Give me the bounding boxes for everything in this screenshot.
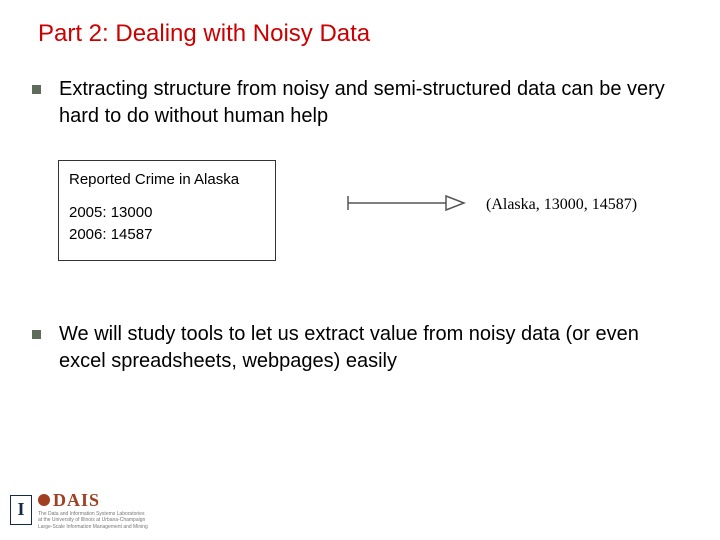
bullet-text-1: Extracting structure from noisy and semi… [59, 76, 690, 130]
bullet-item-1: Extracting structure from noisy and semi… [32, 76, 690, 130]
dais-dot-icon [38, 494, 50, 506]
square-bullet-icon [32, 330, 41, 339]
footer-logos: I DAIS The Data and Information Systems … [10, 490, 148, 531]
slide-container: Part 2: Dealing with Noisy Data Extracti… [0, 0, 720, 540]
example-diagram: Reported Crime in Alaska 2005: 13000 200… [58, 160, 690, 261]
box-line-1: 2005: 13000 [69, 202, 261, 224]
dais-label: DAIS [53, 490, 100, 511]
dais-subtitle-2: at the University of Illinois at Urbana-… [38, 518, 148, 524]
box-title: Reported Crime in Alaska [69, 171, 261, 188]
illinois-logo-icon: I [10, 495, 32, 525]
arrow-icon [346, 188, 466, 223]
input-data-box: Reported Crime in Alaska 2005: 13000 200… [58, 160, 276, 261]
bullet-text-2: We will study tools to let us extract va… [59, 321, 690, 375]
dais-logo: DAIS The Data and Information Systems La… [38, 490, 148, 531]
bullet-item-2: We will study tools to let us extract va… [32, 321, 690, 375]
square-bullet-icon [32, 85, 41, 94]
output-tuple: (Alaska, 13000, 14587) [486, 196, 637, 214]
box-line-2: 2006: 14587 [69, 224, 261, 246]
dais-logo-text: DAIS [38, 490, 148, 511]
slide-title: Part 2: Dealing with Noisy Data [38, 20, 690, 48]
dais-subtitle-3: Large-Scale Information Management and M… [38, 525, 148, 531]
